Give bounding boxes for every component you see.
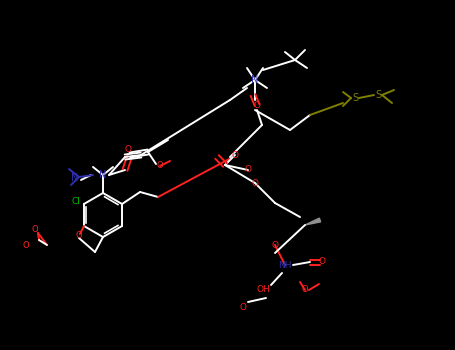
Text: O: O — [252, 178, 258, 188]
Text: S: S — [375, 90, 381, 100]
Text: O: O — [157, 161, 163, 170]
Text: OH: OH — [256, 286, 270, 294]
Text: N: N — [251, 75, 259, 85]
Text: Cl: Cl — [71, 197, 81, 206]
Text: O: O — [239, 302, 247, 312]
Text: N: N — [71, 173, 79, 183]
Text: O: O — [244, 166, 252, 175]
Text: O: O — [23, 240, 29, 250]
Text: O: O — [125, 146, 131, 154]
Text: O: O — [302, 286, 308, 294]
Text: O: O — [253, 100, 261, 110]
Text: N: N — [99, 170, 106, 180]
Text: O: O — [32, 225, 38, 234]
Text: O: O — [272, 240, 278, 250]
Text: NH: NH — [278, 260, 292, 270]
Text: O: O — [76, 231, 82, 240]
Polygon shape — [305, 218, 321, 225]
Text: O: O — [232, 150, 238, 160]
Text: S: S — [352, 93, 358, 103]
Text: O: O — [318, 258, 325, 266]
